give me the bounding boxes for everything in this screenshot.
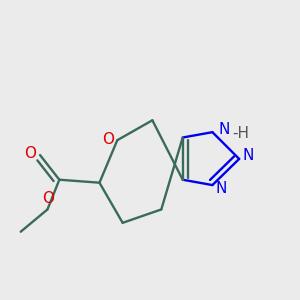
Text: N: N xyxy=(219,122,230,137)
Text: O: O xyxy=(42,191,54,206)
Text: O: O xyxy=(24,146,36,161)
Text: N: N xyxy=(216,181,227,196)
Text: -H: -H xyxy=(232,126,250,141)
Text: N: N xyxy=(243,148,254,163)
Text: O: O xyxy=(102,132,114,147)
